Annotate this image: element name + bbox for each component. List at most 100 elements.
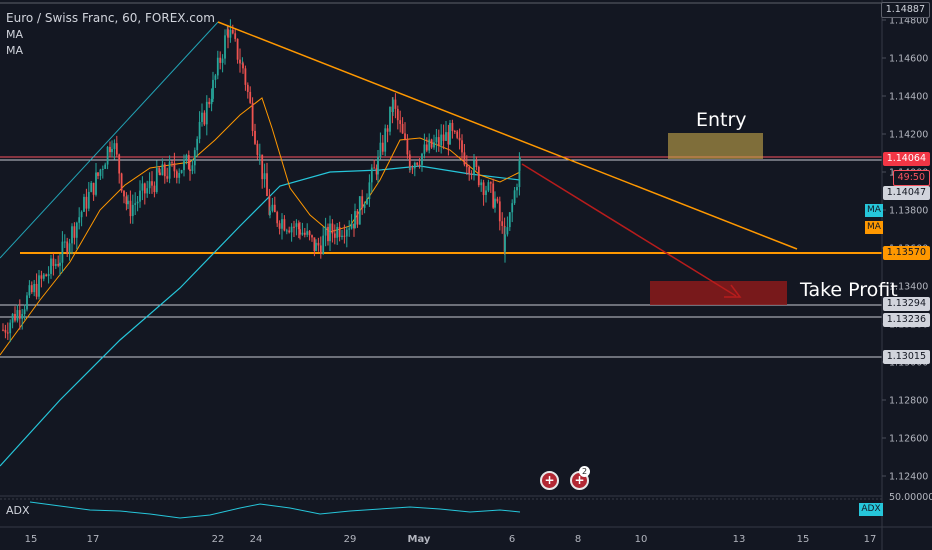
candle-body bbox=[120, 173, 123, 191]
candle-body bbox=[519, 158, 521, 162]
candle-body bbox=[80, 211, 83, 218]
target-arrowhead bbox=[724, 284, 742, 298]
indicator-ma-2[interactable]: MA bbox=[6, 44, 24, 57]
price-level-label: 1.13294 bbox=[882, 297, 930, 311]
candle-body bbox=[40, 275, 43, 279]
ma-tag-teal: MA bbox=[865, 204, 883, 217]
event-marker-1[interactable]: + bbox=[540, 471, 559, 490]
price-level-label: 1.13015 bbox=[882, 350, 930, 364]
price-level-label: 1.13570 bbox=[882, 246, 930, 260]
candle-body bbox=[297, 223, 300, 230]
candle-body bbox=[411, 168, 414, 170]
candle-body bbox=[261, 154, 264, 180]
candle-body bbox=[401, 123, 404, 134]
candle-body bbox=[440, 134, 443, 146]
candle-body bbox=[87, 191, 90, 209]
candle-body bbox=[445, 132, 447, 141]
candle-body bbox=[266, 173, 268, 196]
candle-body bbox=[234, 33, 237, 39]
candle-body bbox=[68, 243, 71, 253]
candle-body bbox=[227, 29, 229, 38]
candle-body bbox=[389, 106, 391, 132]
candle-body bbox=[258, 154, 261, 156]
candle-body bbox=[113, 143, 116, 150]
candle-body bbox=[201, 112, 203, 122]
candle-body bbox=[322, 235, 325, 254]
candle-body bbox=[106, 146, 109, 165]
candle-body bbox=[221, 58, 224, 63]
target-arrow bbox=[521, 163, 737, 297]
time-tick-label: 17 bbox=[864, 534, 877, 545]
candle-body bbox=[293, 226, 295, 228]
candle-body bbox=[461, 140, 463, 153]
candle-body bbox=[85, 196, 88, 209]
candlesticks bbox=[2, 19, 521, 343]
candle-body bbox=[489, 182, 492, 184]
time-tick-label: 22 bbox=[212, 534, 225, 545]
candle-body bbox=[290, 226, 293, 233]
time-tick-label: 15 bbox=[797, 534, 810, 545]
candle-body bbox=[2, 329, 4, 331]
candle-body bbox=[413, 162, 416, 169]
candle-body bbox=[285, 230, 288, 232]
candle-body bbox=[504, 234, 506, 252]
candle-body bbox=[271, 204, 274, 211]
candle-body bbox=[28, 285, 31, 296]
channel-line bbox=[0, 21, 219, 259]
adx-pane: 50.00000 bbox=[0, 492, 932, 519]
candle-body bbox=[470, 173, 473, 175]
entry-zone bbox=[668, 133, 763, 159]
candle-body bbox=[511, 203, 514, 213]
adx-label[interactable]: ADX bbox=[6, 504, 30, 517]
event-count-badge: 2 bbox=[579, 466, 590, 477]
candle-body bbox=[59, 262, 61, 266]
candle-body bbox=[78, 217, 81, 223]
candle-body bbox=[453, 131, 456, 133]
candle-body bbox=[341, 235, 343, 238]
candle-body bbox=[315, 242, 317, 252]
candle-body bbox=[210, 98, 213, 105]
candle-body bbox=[111, 149, 113, 153]
candle-body bbox=[57, 263, 60, 266]
candle-body bbox=[193, 150, 196, 166]
candle-body bbox=[317, 242, 320, 246]
candle-body bbox=[136, 201, 139, 204]
candle-body bbox=[175, 171, 178, 178]
candle-body bbox=[189, 169, 191, 171]
price-tick-label: 1.14200 bbox=[889, 130, 928, 141]
candle-body bbox=[386, 128, 389, 132]
candle-body bbox=[33, 283, 36, 293]
candle-body bbox=[409, 168, 411, 170]
candle-body bbox=[66, 241, 69, 253]
adx-line bbox=[29, 501, 521, 519]
candle-body bbox=[458, 137, 461, 141]
time-tick-label: 8 bbox=[575, 534, 581, 545]
candle-body bbox=[256, 143, 259, 155]
candle-body bbox=[463, 152, 466, 165]
indicator-ma-1[interactable]: MA bbox=[6, 28, 24, 41]
ma-orange-line bbox=[0, 97, 521, 356]
descending-trendline bbox=[217, 21, 798, 250]
candle-body bbox=[384, 128, 387, 152]
candle-body bbox=[331, 223, 334, 234]
candle-body bbox=[148, 181, 151, 189]
candle-body bbox=[487, 182, 490, 191]
price-tick-label: 1.13400 bbox=[889, 282, 928, 293]
candle-body bbox=[16, 310, 19, 321]
candle-body bbox=[513, 190, 516, 204]
candle-body bbox=[308, 231, 311, 236]
candle-body bbox=[134, 203, 137, 205]
price-tick-label: 1.14400 bbox=[889, 92, 928, 103]
candle-body bbox=[95, 172, 97, 195]
candle-body bbox=[295, 223, 298, 227]
candle-body bbox=[423, 144, 426, 154]
candle-body bbox=[14, 313, 16, 321]
candle-body bbox=[508, 212, 511, 228]
candle-body bbox=[38, 275, 40, 297]
candle-body bbox=[244, 68, 247, 85]
price-tick-label: 1.13800 bbox=[889, 206, 928, 217]
candle-body bbox=[127, 200, 129, 205]
candle-body bbox=[239, 59, 241, 64]
ma-teal-line bbox=[0, 165, 521, 467]
